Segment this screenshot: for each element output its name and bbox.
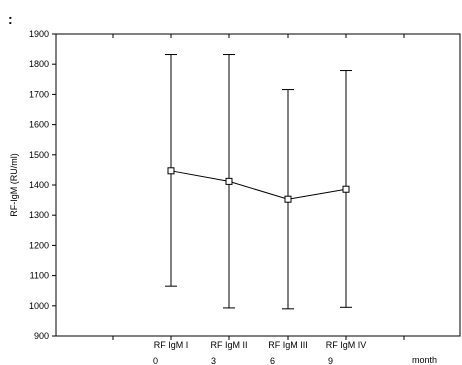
y-tick-label: 1500 [29, 150, 49, 160]
y-tick-label: 1900 [29, 29, 49, 39]
y-tick-label: 1300 [29, 210, 49, 220]
y-tick-label: 1600 [29, 120, 49, 130]
x-axis-title: month [412, 355, 437, 365]
series-line [170, 170, 347, 200]
x-category-label: RF IgM III [268, 340, 308, 350]
plot-frame [55, 33, 461, 337]
x-axis: RF IgM I RF IgM II RF IgM III RF IgM IV 0 3 6 9 [112, 34, 405, 365]
x-category-label: RF IgM I [154, 340, 189, 350]
y-tick-label: 900 [34, 331, 49, 341]
y-tick-label: 1100 [30, 271, 49, 281]
x-category-label: RF IgM IV [326, 340, 367, 350]
data-point [167, 167, 175, 175]
x-month-label: 0 [153, 356, 158, 365]
corner-mark: : [8, 11, 13, 27]
x-month-label: 6 [270, 356, 275, 365]
y-tick-label: 1000 [29, 301, 49, 311]
y-axis-title: RF-IgM (RU/ml) [9, 153, 19, 217]
x-month-label: 3 [211, 356, 216, 365]
y-tick-label: 1700 [29, 89, 49, 99]
y-tick-label: 1400 [29, 180, 49, 190]
x-month-label: 9 [328, 356, 333, 365]
data-point [225, 177, 233, 185]
series-marks [165, 54, 352, 310]
y-tick-label: 1800 [29, 59, 49, 69]
data-point [284, 195, 292, 203]
y-axis: 900 1000 1100 1200 1300 1400 1500 1600 1700 1800 1… [29, 29, 56, 341]
x-category-label: RF IgM II [210, 340, 247, 350]
y-tick-label: 1200 [29, 240, 49, 250]
data-point [342, 185, 350, 193]
